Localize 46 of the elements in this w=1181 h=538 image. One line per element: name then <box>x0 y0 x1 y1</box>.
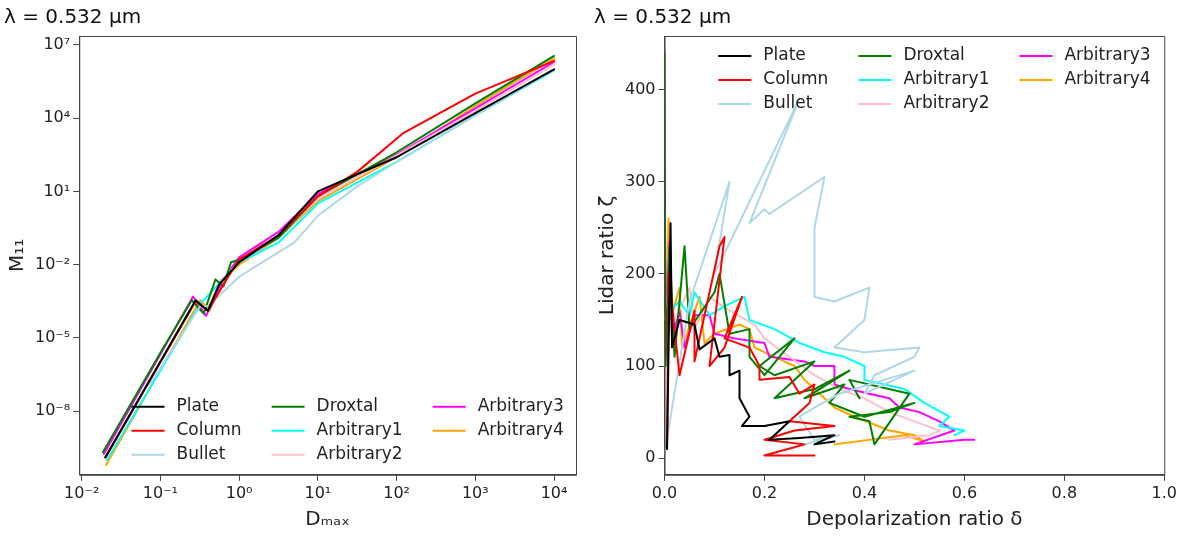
y-tick-label: 100 <box>624 355 656 375</box>
legend-label: Column <box>176 419 242 440</box>
y-tick-label: 10⁻⁸ <box>35 400 71 420</box>
x-tick-label: 10⁴ <box>540 482 568 502</box>
x-tick-label: 0.0 <box>651 482 678 502</box>
x-tick-label: 0.6 <box>951 482 978 502</box>
legend-label: Arbitrary2 <box>903 92 990 113</box>
legend-label: Plate <box>763 44 806 65</box>
legend-label: Column <box>763 68 829 89</box>
y-tick-label: 10⁴ <box>43 107 71 127</box>
y-tick-label: 10¹ <box>43 180 71 200</box>
x-tick-label: 10⁰ <box>225 482 253 502</box>
legend-label: Arbitrary3 <box>1064 44 1151 65</box>
y-tick-label: 10⁻⁵ <box>35 327 71 347</box>
x-tick-label: 10¹ <box>304 482 332 502</box>
x-tick-label: 1.0 <box>1151 482 1177 502</box>
y-tick-label: 400 <box>624 78 656 98</box>
legend-label: Plate <box>176 395 220 416</box>
y-tick-label: 10⁻² <box>35 253 71 273</box>
y-axis-title: M₁₁ <box>4 238 29 273</box>
x-tick-label: 0.4 <box>851 482 878 502</box>
legend-label: Droxtal <box>316 395 379 416</box>
y-axis-title: Lidar ratio ζ <box>594 195 619 316</box>
x-axis-title: Depolarization ratio δ <box>806 506 1023 531</box>
legend-label: Bullet <box>176 443 226 464</box>
x-axis-title: Dₘₐₓ <box>305 506 350 531</box>
legend-label: Arbitrary1 <box>903 68 990 89</box>
chart-title: λ = 0.532 µm <box>594 4 732 29</box>
legend-label: Bullet <box>763 92 813 113</box>
x-tick-label: 10³ <box>461 482 489 502</box>
legend-label: Arbitrary4 <box>1064 68 1151 89</box>
x-tick-label: 10⁻¹ <box>142 482 179 502</box>
legend-label: Arbitrary1 <box>316 419 403 440</box>
legend-label: Arbitrary4 <box>477 419 564 440</box>
y-tick-label: 0 <box>645 447 656 467</box>
y-tick-label: 200 <box>624 262 656 282</box>
y-tick-label: 300 <box>624 170 656 190</box>
legend-label: Arbitrary2 <box>316 443 403 464</box>
legend-label: Arbitrary3 <box>477 395 564 416</box>
chart-title: λ = 0.532 µm <box>4 4 142 29</box>
y-tick-label: 10⁷ <box>43 33 71 53</box>
x-tick-label: 0.8 <box>1051 482 1078 502</box>
x-tick-label: 10⁻² <box>64 482 100 502</box>
x-tick-label: 10² <box>383 482 410 502</box>
legend-label: Droxtal <box>903 44 965 65</box>
x-tick-label: 0.2 <box>751 482 778 502</box>
